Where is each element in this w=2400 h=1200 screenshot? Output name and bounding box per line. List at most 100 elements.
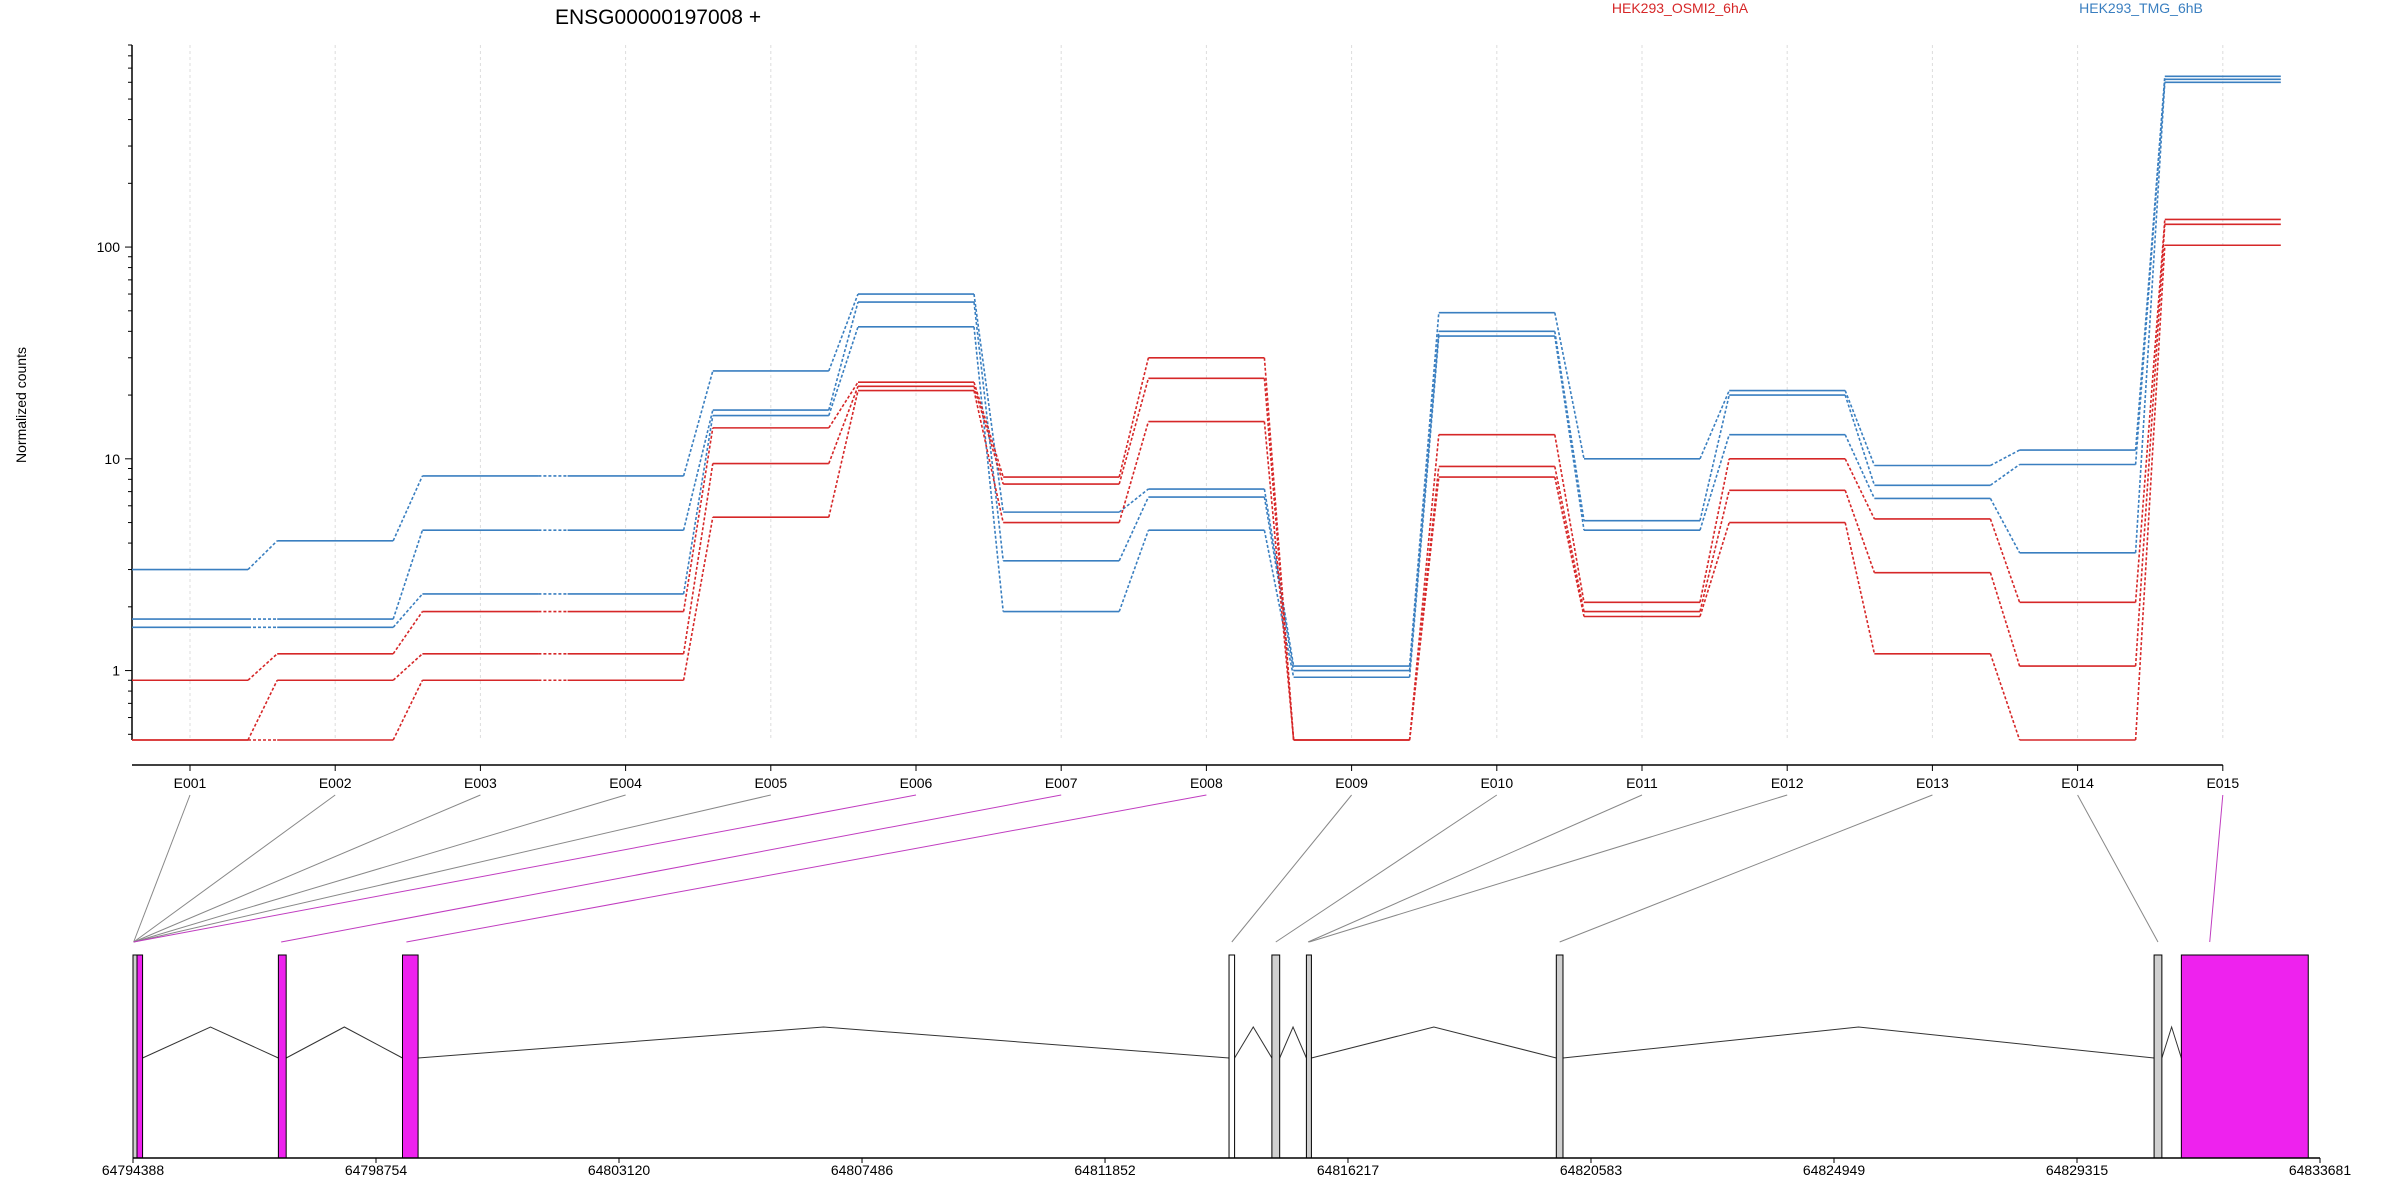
series-connector bbox=[1699, 490, 1730, 612]
series-line bbox=[132, 81, 2281, 679]
x-tick-label: E013 bbox=[1916, 775, 1949, 791]
series-connector bbox=[973, 326, 1004, 612]
series-line bbox=[132, 218, 2281, 741]
x-tick-label: E012 bbox=[1771, 775, 1804, 791]
series-line bbox=[132, 78, 2281, 672]
series-connector bbox=[1844, 434, 1876, 499]
intron-line bbox=[2161, 1025, 2182, 1059]
series-connector bbox=[1844, 390, 1876, 466]
link-layer bbox=[133, 794, 2224, 943]
exon-link bbox=[1275, 794, 1498, 943]
exon-block bbox=[136, 954, 144, 1159]
x-tick-label: E008 bbox=[1190, 775, 1223, 791]
series-connector bbox=[247, 679, 278, 741]
x-tick-label: E010 bbox=[1480, 775, 1513, 791]
x-tick-label: E007 bbox=[1045, 775, 1078, 791]
series-connector bbox=[2134, 245, 2166, 741]
series-connector bbox=[1699, 458, 1730, 603]
series-connector bbox=[828, 293, 859, 372]
series-connector bbox=[1699, 394, 1730, 521]
series-line bbox=[132, 75, 2281, 667]
series-connector bbox=[682, 427, 714, 612]
series-connector bbox=[392, 653, 423, 681]
series-connector bbox=[1989, 518, 2021, 603]
exon-link bbox=[133, 794, 191, 943]
x-tick-label: E015 bbox=[2206, 775, 2239, 791]
series-connector bbox=[1118, 378, 1150, 485]
intron-line bbox=[418, 1026, 1230, 1059]
exon-link bbox=[1307, 794, 1643, 943]
x-tick-label: E002 bbox=[319, 775, 352, 791]
intron-line bbox=[1311, 1026, 1557, 1059]
series-connector bbox=[828, 326, 859, 416]
x-tick-label: E004 bbox=[609, 775, 642, 791]
series-connector bbox=[1844, 394, 1876, 486]
series-connector bbox=[1554, 434, 1585, 603]
series-layer bbox=[132, 75, 2281, 741]
coordinate-tick-label: 64833681 bbox=[2289, 1162, 2352, 1178]
series-connector bbox=[1844, 522, 1876, 654]
x-axis: E001 E002 E003 E004 E005 E006 E007 E008 E009 E010… bbox=[132, 764, 2239, 791]
coordinate-tick-label: 64829315 bbox=[2046, 1162, 2109, 1178]
series-connector bbox=[1699, 390, 1730, 460]
exon-link bbox=[133, 794, 481, 943]
y-tick-label: 100 bbox=[97, 239, 121, 255]
coordinate-tick-label: 64811852 bbox=[1074, 1162, 1135, 1178]
series-connector bbox=[392, 679, 424, 741]
series-connector bbox=[247, 540, 278, 571]
series-connector bbox=[1989, 463, 2021, 486]
x-tick-label: E009 bbox=[1335, 775, 1368, 791]
coordinate-tick-label: 64824949 bbox=[1803, 1162, 1866, 1178]
series-connector bbox=[682, 517, 714, 681]
coordinate-tick-label: 64794388 bbox=[102, 1162, 165, 1178]
intron-line bbox=[285, 1026, 403, 1059]
chart-title: ENSG00000197008 + bbox=[555, 6, 761, 29]
series-connector bbox=[392, 611, 424, 655]
series-connector bbox=[1263, 421, 1295, 741]
coordinate-tick-label: 64816217 bbox=[1317, 1162, 1380, 1178]
series-connector bbox=[1699, 434, 1730, 531]
intron-line bbox=[142, 1026, 279, 1059]
y-axis: 1 10 100 bbox=[97, 44, 133, 740]
exon-block bbox=[1228, 954, 1236, 1159]
series-connector bbox=[1118, 496, 1150, 562]
grid-layer bbox=[189, 45, 2224, 740]
x-tick-label: E014 bbox=[2061, 775, 2094, 791]
series-line bbox=[132, 223, 2281, 741]
series-connector bbox=[828, 301, 859, 411]
exon-block bbox=[2180, 954, 2309, 1159]
series-connector bbox=[1989, 572, 2021, 667]
exon-link bbox=[1231, 794, 1352, 943]
exon-block bbox=[1305, 954, 1312, 1159]
series-connector bbox=[1263, 357, 1295, 741]
x-tick-label: E005 bbox=[754, 775, 787, 791]
series-connector bbox=[392, 475, 424, 542]
y-axis-label: Normalized counts bbox=[13, 347, 29, 463]
series-connector bbox=[682, 409, 714, 531]
series-connector bbox=[247, 653, 278, 681]
exon-link bbox=[2209, 794, 2224, 943]
exon-link bbox=[281, 794, 1062, 943]
series-connector bbox=[1989, 653, 2021, 741]
series-connector bbox=[682, 370, 714, 477]
series-connector bbox=[392, 529, 424, 620]
series-connector bbox=[682, 415, 714, 595]
series-connector bbox=[1554, 466, 1585, 612]
intron-line bbox=[1279, 1025, 1307, 1059]
series-connector bbox=[2134, 219, 2166, 603]
series-connector bbox=[1118, 357, 1150, 478]
series-connector bbox=[1118, 488, 1149, 513]
series-connector bbox=[1118, 529, 1150, 612]
series-connector bbox=[2134, 224, 2166, 667]
y-tick-label: 1 bbox=[112, 663, 120, 679]
series-connector bbox=[973, 386, 1004, 485]
series-connector bbox=[1989, 498, 2021, 554]
y-tick-label: 10 bbox=[104, 451, 120, 467]
coordinate-tick-label: 64803120 bbox=[588, 1162, 651, 1178]
exon-link bbox=[133, 794, 626, 943]
exon-block bbox=[401, 954, 419, 1159]
series-connector bbox=[1990, 449, 2020, 467]
series-connector bbox=[828, 390, 859, 518]
series-connector bbox=[1118, 421, 1150, 523]
series-line bbox=[132, 244, 2281, 741]
